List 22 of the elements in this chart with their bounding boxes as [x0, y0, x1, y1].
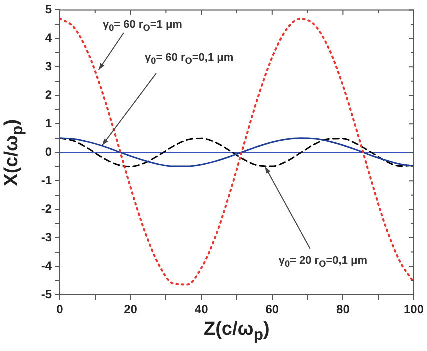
y-tick-label: 5 [45, 2, 52, 17]
line-series [60, 18, 414, 286]
y-tick-label: 2 [45, 88, 52, 102]
x-tick-label: 100 [404, 302, 424, 317]
y-tick-label: -5 [41, 287, 52, 302]
x-tick-label: 80 [336, 302, 350, 317]
y-tick-label: 1 [45, 116, 52, 130]
x-axis-title: Z(c/ω$_{p}$) [204, 319, 270, 345]
y-tick-label: -3 [41, 230, 52, 244]
x-tick-label: 20 [124, 302, 138, 317]
x-tick-label: 40 [194, 302, 209, 317]
annotation: γ$_{0}$= 20 r$_{O}$=0,1 μm [278, 254, 368, 270]
y-tick-label: -2 [41, 202, 52, 216]
y-tick-label: -4 [41, 258, 52, 273]
y-tick-label: -1 [41, 173, 52, 188]
y-tick-label: 0 [45, 144, 52, 159]
annotation: γ$_{0}$= 60 r$_{O}$=1 μm [102, 19, 182, 34]
y-tick-label: 3 [45, 59, 52, 74]
x-tick-label: 60 [266, 302, 280, 317]
annotation: γ$_{0}$= 60 r$_{O}$=0,1 μm [144, 52, 234, 67]
x-tick-label: 0 [56, 302, 64, 317]
y-tick-label: 4 [45, 30, 52, 45]
